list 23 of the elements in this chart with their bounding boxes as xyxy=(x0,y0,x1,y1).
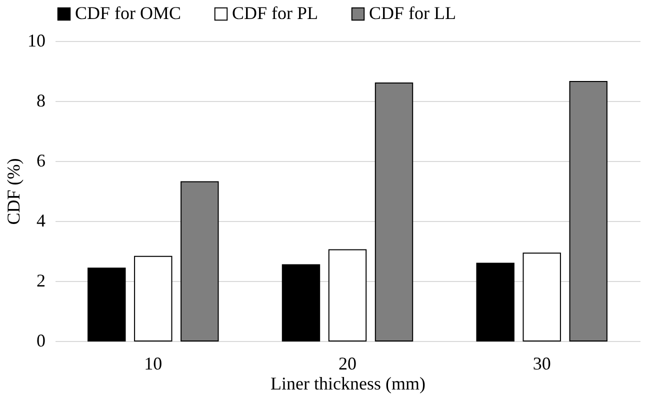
legend-label: CDF for OMC xyxy=(75,3,182,23)
y-tick-label: 4 xyxy=(36,210,46,230)
x-tick-label: 30 xyxy=(532,354,551,374)
legend-label: CDF for PL xyxy=(232,3,318,23)
y-axis-title: CDF (%) xyxy=(4,158,24,225)
bar xyxy=(88,268,126,342)
x-tick-label: 20 xyxy=(338,354,356,374)
y-tick-label: 2 xyxy=(36,270,46,290)
x-axis-title: Liner thickness (mm) xyxy=(270,374,426,394)
x-tick-label: 10 xyxy=(144,354,162,374)
legend-label: CDF for LL xyxy=(369,3,456,23)
bar xyxy=(476,262,514,342)
y-tick-label: 10 xyxy=(28,30,46,50)
bar xyxy=(180,181,219,342)
y-tick-label: 6 xyxy=(36,150,46,170)
bar xyxy=(522,252,561,342)
bar xyxy=(569,81,608,342)
y-tick-label: 0 xyxy=(36,330,46,350)
y-tick-label: 8 xyxy=(36,90,46,110)
bar xyxy=(282,264,320,342)
bar xyxy=(134,256,172,342)
bar xyxy=(328,249,367,342)
bar xyxy=(374,82,414,342)
